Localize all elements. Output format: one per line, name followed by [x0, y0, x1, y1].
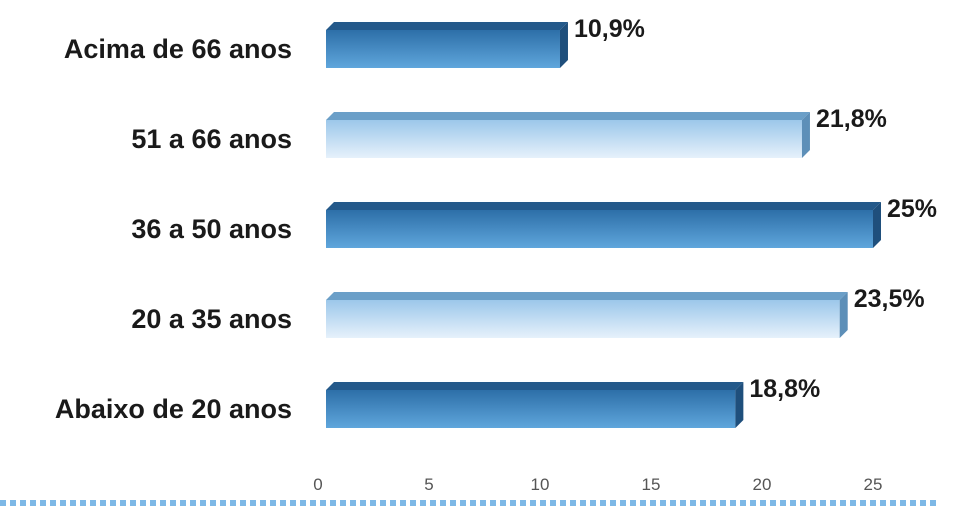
category-label: Abaixo de 20 anos: [55, 394, 292, 424]
bar-side-face: [801, 112, 810, 158]
data-label: 10,9%: [574, 15, 645, 43]
bar-top-face: [326, 292, 848, 300]
x-tick-label: 15: [642, 475, 661, 494]
bar: [326, 300, 840, 338]
category-label: 36 a 50 anos: [131, 214, 292, 244]
data-label: 25%: [887, 195, 937, 223]
data-label: 18,8%: [749, 375, 820, 403]
x-tick-label: 20: [753, 475, 772, 494]
bar-side-face: [873, 202, 881, 248]
x-axis-ticks: 0 5 10 15 20 25: [313, 475, 882, 494]
bar: [326, 120, 802, 158]
bar-top-face: [326, 382, 744, 390]
bar-side-face: [559, 22, 568, 68]
bar-side-face: [735, 382, 744, 428]
data-label: 23,5%: [854, 285, 925, 313]
x-tick-label: 10: [531, 475, 550, 494]
bar-top-face: [326, 202, 881, 210]
category-label: 51 a 66 anos: [131, 124, 292, 154]
data-label: 21,8%: [816, 105, 887, 133]
bar: [326, 390, 736, 428]
bar-group: 20 a 35 anos 23,5%: [131, 285, 925, 338]
bar-group: Acima de 66 anos 10,9%: [64, 15, 645, 68]
bar: [326, 210, 873, 248]
x-tick-label: 25: [864, 475, 883, 494]
bar-group: 36 a 50 anos 25%: [131, 195, 937, 248]
bar-top-face: [326, 112, 810, 120]
bar-top-face: [326, 22, 568, 30]
x-tick-label: 5: [424, 475, 433, 494]
category-label: Acima de 66 anos: [64, 34, 292, 64]
bar-group: Abaixo de 20 anos 18,8%: [55, 375, 820, 428]
x-tick-label: 0: [313, 475, 322, 494]
bar-side-face: [839, 292, 848, 338]
bar-group: 51 a 66 anos 21,8%: [131, 105, 887, 158]
bars-layer: Acima de 66 anos 10,9% 51 a 66 anos 21,8% 36…: [55, 15, 937, 428]
bar: [326, 30, 560, 68]
category-label: 20 a 35 anos: [131, 304, 292, 334]
